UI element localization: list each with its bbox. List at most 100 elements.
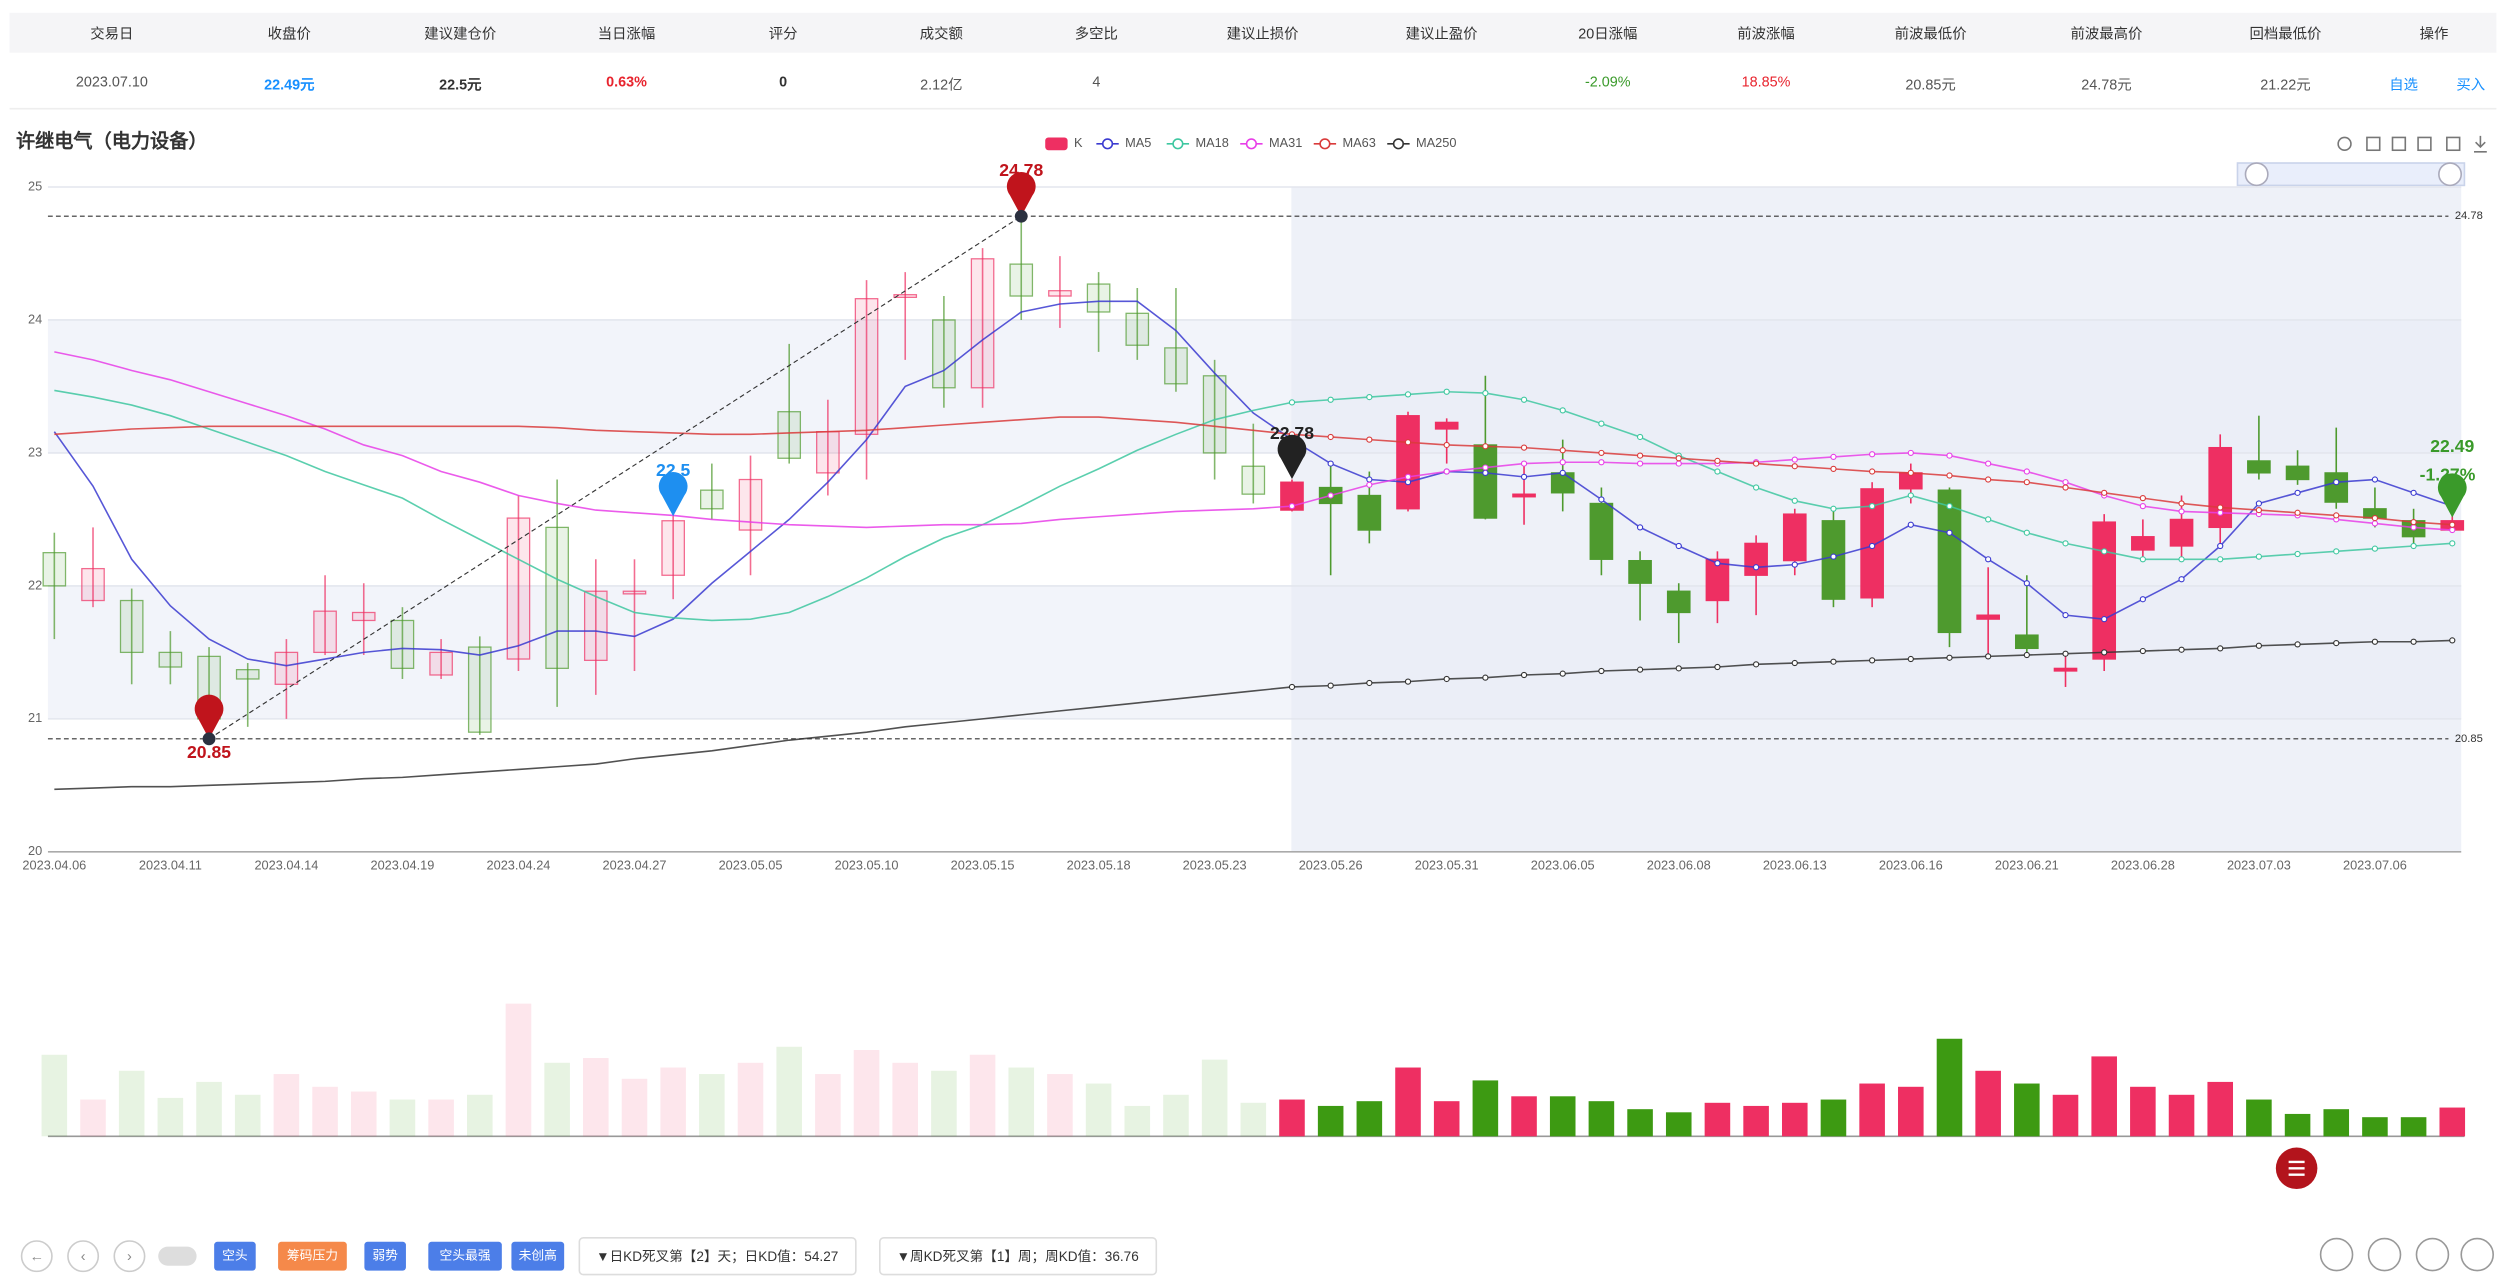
ma-dot — [1366, 481, 1373, 488]
candle-body — [1976, 614, 2000, 620]
next-button[interactable]: › — [113, 1240, 146, 1273]
ma-dot — [2449, 637, 2456, 644]
first-button[interactable]: ← — [20, 1240, 53, 1273]
volume-bar — [1549, 1096, 1576, 1137]
ma-dot — [2178, 508, 2185, 515]
ma-dot — [1327, 433, 1334, 441]
ma-dot — [1288, 399, 1296, 406]
ma-dot — [1946, 503, 1953, 510]
ma-dot — [2294, 489, 2301, 496]
volume-bar — [1124, 1105, 1151, 1137]
tool-restore[interactable] — [2417, 136, 2432, 152]
download-button[interactable] — [2319, 1237, 2354, 1272]
tool-zoom[interactable] — [2366, 136, 2381, 152]
copy-button[interactable] — [2367, 1237, 2402, 1272]
signal-box: ▼日KD死叉第【2】天；日KD值：54.27 — [578, 1237, 856, 1276]
ma-dot — [1482, 464, 1489, 471]
tool-back[interactable] — [2391, 136, 2407, 152]
ma-dot — [1598, 449, 1605, 457]
ma-dot — [2101, 489, 2108, 496]
ma-dot — [1288, 503, 1296, 510]
signal-box: ▼周KD死叉第【1】周；周KD值：36.76 — [879, 1237, 1157, 1276]
table-header: 评分 — [768, 25, 798, 42]
table-header: 操作 — [2419, 25, 2449, 42]
watch-button[interactable]: 自选 — [2389, 76, 2419, 93]
ma-dot — [2217, 645, 2224, 652]
table-header: 前波涨幅 — [1737, 25, 1795, 42]
table-cell: 22.49元 — [264, 76, 315, 93]
ma-dot — [2062, 484, 2069, 491]
filter-button[interactable]: 空头最强 — [428, 1241, 502, 1271]
candle-body — [1125, 312, 1150, 346]
buy-button[interactable]: 买入 — [2456, 76, 2486, 93]
ma-dot — [1482, 469, 1489, 476]
price-pin — [194, 694, 224, 739]
ma-dot — [2410, 524, 2417, 531]
legend-swatch — [1101, 138, 1114, 150]
candle-body — [816, 431, 840, 474]
ma-dot — [2139, 495, 2146, 502]
ma-dot — [1714, 468, 1721, 475]
ma-dot — [1752, 484, 1760, 491]
volume-bar — [1085, 1083, 1112, 1137]
expand-button[interactable] — [2460, 1237, 2494, 1272]
ma-dot — [2023, 580, 2030, 587]
candle-body — [1589, 502, 1614, 560]
ma-dot — [2255, 553, 2263, 560]
pin-label: 22.49 — [2430, 436, 2474, 456]
legend-swatch — [1319, 138, 1331, 150]
table-cell: 24.78元 — [2081, 76, 2132, 93]
data-zoom[interactable] — [2236, 162, 2466, 187]
candle-body — [1396, 415, 1420, 510]
toggle[interactable] — [158, 1246, 197, 1266]
tool-fullscreen[interactable] — [2446, 136, 2461, 152]
zoom-handle[interactable] — [2244, 162, 2269, 187]
ma-dot — [2139, 596, 2146, 603]
filter-button[interactable]: 筹码压力 — [278, 1241, 347, 1271]
ma-dot — [1830, 505, 1837, 512]
volume-bar — [1704, 1102, 1731, 1137]
ma-dot — [2062, 479, 2069, 486]
zoom-handle[interactable] — [2438, 162, 2463, 187]
candle-body — [1473, 444, 1498, 519]
volume-bar — [2323, 1109, 2350, 1137]
ma-dot — [2101, 649, 2108, 656]
ma-dot — [1404, 678, 1412, 685]
ma-dot — [1985, 653, 1992, 660]
ma-dot — [2023, 651, 2030, 659]
candle-body — [158, 651, 183, 668]
ma-dot — [1559, 670, 1566, 677]
ma-dot — [1636, 460, 1644, 467]
volume-bar — [969, 1054, 996, 1137]
ma-dot — [1520, 460, 1528, 467]
ma-dot — [1675, 460, 1682, 467]
ma-dot — [1791, 561, 1798, 568]
volume-bar — [1240, 1102, 1267, 1137]
ma-dot — [1327, 460, 1334, 467]
prev-button[interactable]: ‹ — [67, 1240, 100, 1273]
candle-body — [274, 651, 299, 685]
candle-body — [2247, 460, 2271, 474]
ma-dot — [2217, 542, 2224, 550]
tool-refresh[interactable] — [2337, 136, 2352, 152]
ma-dot — [1288, 683, 1296, 691]
filter-button[interactable]: 未创高 — [511, 1241, 565, 1271]
filter-button[interactable]: 空头 — [214, 1241, 256, 1271]
tool-save[interactable] — [2474, 135, 2487, 153]
legend-label: MA18 — [1195, 135, 1228, 150]
filter-button[interactable]: 弱势 — [364, 1241, 406, 1271]
candle-body — [700, 489, 724, 510]
ma-dot — [2139, 503, 2146, 510]
ma-dot — [2333, 479, 2340, 486]
volume-bar — [931, 1070, 957, 1137]
up-button[interactable] — [2415, 1237, 2450, 1272]
candle-body — [1009, 263, 1034, 297]
x-tick-label: 2023.06.13 — [1763, 858, 1827, 873]
ma-dot — [2371, 520, 2379, 527]
ma-dot — [2371, 638, 2379, 645]
x-tick-label: 2023.06.21 — [1995, 858, 2059, 873]
ma-dot — [2139, 647, 2146, 655]
candle-body — [1241, 465, 1266, 495]
candle-body — [81, 567, 105, 602]
menu-icon — [2288, 1160, 2305, 1176]
